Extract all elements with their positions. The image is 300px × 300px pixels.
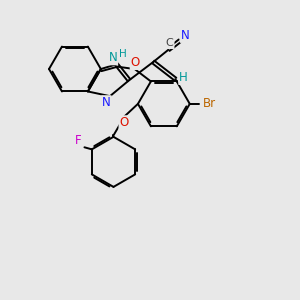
Text: F: F	[75, 134, 81, 147]
Text: C: C	[166, 38, 174, 48]
Text: H: H	[179, 71, 188, 84]
Text: N: N	[102, 96, 111, 109]
Text: H: H	[119, 49, 127, 59]
Text: N: N	[181, 29, 189, 42]
Text: Br: Br	[203, 98, 216, 110]
Text: N: N	[109, 51, 117, 64]
Text: O: O	[119, 116, 129, 129]
Text: O: O	[131, 56, 140, 69]
